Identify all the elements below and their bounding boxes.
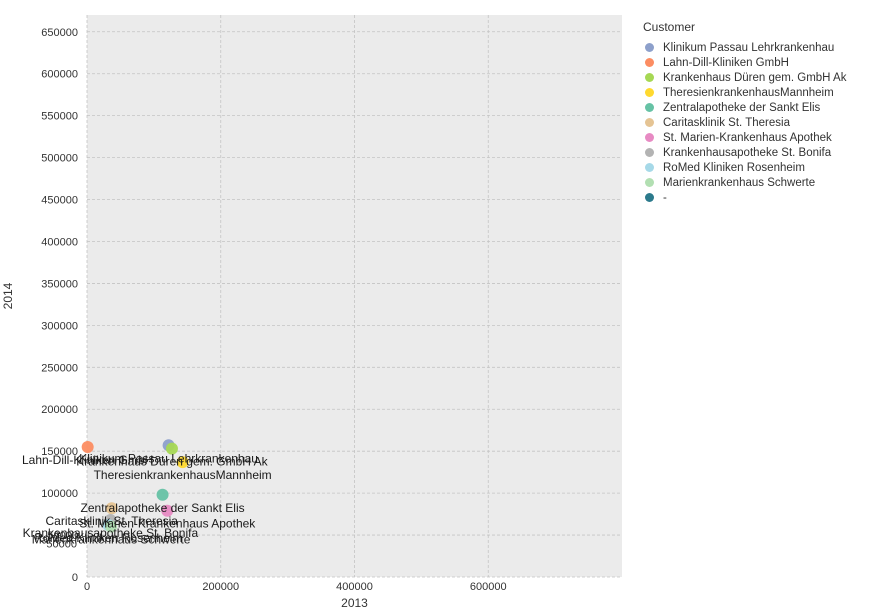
y-tick-label: 550000 (41, 111, 78, 123)
y-tick-label: 450000 (41, 195, 78, 207)
legend-items: Klinikum Passau Lehrkrankenhau Lahn-Dill-… (643, 40, 878, 205)
y-tick-label: 350000 (41, 278, 78, 290)
legend-item: - (643, 190, 878, 205)
y-tick-label: 50000 (47, 530, 78, 542)
data-point (156, 488, 169, 501)
point-label: TheresienkrankenhausMannheim (94, 468, 272, 482)
point-label: Krankenhaus Düren gem. GmbH Ak (76, 455, 268, 469)
legend-label: TheresienkrankenhausMannheim (663, 86, 834, 99)
data-points (81, 439, 189, 533)
y-tick-label: 0 (72, 572, 78, 584)
y-tick-label: 150000 (41, 446, 78, 458)
point-label: Zentralapotheke der Sankt Elis (81, 501, 245, 515)
y-tick-label: 400000 (41, 236, 78, 248)
y-tick-label: 250000 (41, 362, 78, 374)
legend-swatch-icon (645, 148, 654, 157)
y-axis-title: 2014 (1, 282, 15, 309)
x-tick-label: 600000 (470, 581, 507, 593)
legend-swatch-icon (645, 163, 654, 172)
data-point (176, 456, 189, 469)
legend-item: Krankenhaus Düren gem. GmbH Ak (643, 70, 878, 85)
y-tick-label: 500000 (41, 153, 78, 165)
legend-item: Zentralapotheke der Sankt Elis (643, 100, 878, 115)
x-axis-title: 2013 (341, 596, 368, 610)
annotations: 50000 (46, 538, 77, 550)
annotation-label: 50000 (46, 538, 77, 550)
legend-label: Krankenhausapotheke St. Bonifa (663, 146, 832, 159)
data-point (161, 504, 174, 517)
legend-label: Caritasklinik St. Theresia (663, 116, 790, 129)
legend-swatch-icon (645, 73, 654, 82)
point-label: Krankenhausapotheke St. Bonifa (23, 526, 199, 540)
y-tick-label: 300000 (41, 320, 78, 332)
x-axis-ticks: 0 200000 400000 600000 (84, 581, 507, 593)
legend-swatch-icon (645, 43, 654, 52)
legend-item: Krankenhausapotheke St. Bonifa (643, 145, 878, 160)
point-label: Caritasklinik St. Theresia (45, 514, 178, 528)
legend-swatch-icon (645, 88, 654, 97)
data-point (105, 520, 118, 533)
x-tick-label: 200000 (202, 581, 239, 593)
point-label: Marienkrankenhaus Schwerte (32, 533, 191, 547)
legend-title: Customer (643, 20, 696, 34)
legend-label: St. Marien-Krankenhaus Apothek (663, 131, 832, 144)
point-label: Lahn-Dill-Kliniken GmbH (22, 453, 153, 467)
point-label: RoMed Kliniken Rosenheim (34, 531, 182, 545)
legend-label: Krankenhaus Düren gem. GmbH Ak (663, 71, 847, 84)
legend-item: Marienkrankenhaus Schwerte (643, 175, 878, 190)
grid-lines (86, 15, 622, 578)
legend-swatch-icon (645, 58, 654, 67)
legend-label: Klinikum Passau Lehrkrankenhau (663, 41, 835, 54)
legend-swatch-icon (645, 178, 654, 187)
legend-item: RoMed Kliniken Rosenheim (643, 160, 878, 175)
legend-label: Lahn-Dill-Kliniken GmbH (663, 56, 789, 69)
legend-label: - (663, 191, 667, 204)
point-label: Klinikum Passau Lehrkrankenhau (79, 451, 258, 465)
y-axis-ticks: 0 50000 100000 150000 200000 250000 300000 3500… (41, 27, 78, 584)
legend-item: TheresienkrankenhausMannheim (643, 85, 878, 100)
legend: Customer Klinikum Passau Lehrkrankenhau L… (643, 20, 878, 205)
point-label: St. Marien-Krankenhaus Apothek (79, 517, 256, 531)
y-tick-label: 200000 (41, 404, 78, 416)
data-point (81, 440, 94, 453)
legend-item: Lahn-Dill-Kliniken GmbH (643, 55, 878, 70)
legend-swatch-icon (645, 193, 654, 202)
point-labels: Klinikum Passau LehrkrankenhauLahn-Dill-… (22, 451, 272, 546)
legend-label: Zentralapotheke der Sankt Elis (663, 101, 821, 114)
y-tick-label: 100000 (41, 488, 78, 500)
legend-item: Klinikum Passau Lehrkrankenhau (643, 40, 878, 55)
legend-label: Marienkrankenhaus Schwerte (663, 176, 816, 189)
data-point (165, 442, 178, 455)
x-tick-label: 400000 (336, 581, 373, 593)
data-point (105, 502, 118, 515)
y-tick-label: 650000 (41, 27, 78, 39)
legend-swatch-icon (645, 133, 654, 142)
legend-item: St. Marien-Krankenhaus Apothek (643, 130, 878, 145)
legend-label: RoMed Kliniken Rosenheim (663, 161, 805, 174)
legend-swatch-icon (645, 103, 654, 112)
y-tick-label: 600000 (41, 69, 78, 81)
legend-swatch-icon (645, 118, 654, 127)
legend-item: Caritasklinik St. Theresia (643, 115, 878, 130)
x-tick-label: 0 (84, 581, 90, 593)
